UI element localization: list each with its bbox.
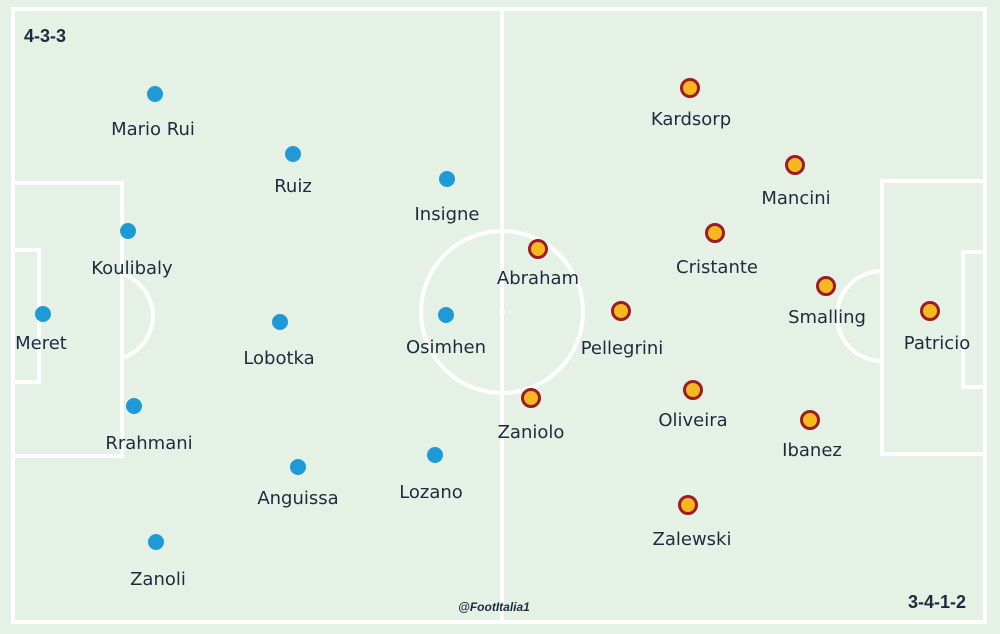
player-label-abraham: Abraham: [496, 268, 580, 289]
player-label-smalling: Smalling: [788, 307, 866, 328]
player-marker-koulibaly: [120, 223, 136, 239]
center-circle: [419, 229, 585, 395]
home-formation: 4-3-3: [24, 26, 67, 46]
player-label-cristante: Cristante: [676, 257, 758, 278]
player-label-anguissa: Anguissa: [257, 488, 339, 509]
left-penalty-arc: [121, 272, 155, 360]
player-label-lobotka: Lobotka: [243, 348, 315, 369]
player-marker-lobotka: [272, 314, 288, 330]
player-label-insigne: Insigne: [414, 204, 480, 225]
player-marker-mancini: [785, 155, 805, 175]
player-label-ibanez: Ibanez: [782, 440, 842, 461]
player-marker-mario-rui: [147, 86, 163, 102]
player-marker-oliveira: [683, 380, 703, 400]
player-label-zanoli: Zanoli: [130, 569, 186, 590]
player-label-mancini: Mancini: [761, 188, 831, 209]
player-marker-kardsorp: [680, 78, 700, 98]
player-marker-meret: [35, 306, 51, 322]
player-label-meret: Meret: [15, 333, 67, 354]
center-spot: [499, 309, 505, 315]
player-marker-ruiz: [285, 146, 301, 162]
player-label-osimhen: Osimhen: [406, 337, 486, 358]
player-label-ruiz: Ruiz: [274, 176, 312, 197]
right-goal-area: [961, 250, 987, 389]
player-marker-pellegrini: [611, 301, 631, 321]
player-marker-anguissa: [290, 459, 306, 475]
player-label-pellegrini: Pellegrini: [580, 338, 664, 359]
player-marker-lozano: [427, 447, 443, 463]
player-label-rrahmani: Rrahmani: [105, 433, 193, 454]
player-label-kardsorp: Kardsorp: [650, 109, 732, 130]
player-marker-insigne: [439, 171, 455, 187]
player-marker-zalewski: [678, 495, 698, 515]
player-marker-zaniolo: [521, 388, 541, 408]
player-marker-patricio: [920, 301, 940, 321]
away-formation: 3-4-1-2: [908, 592, 967, 612]
player-label-koulibaly: Koulibaly: [91, 258, 173, 279]
player-label-lozano: Lozano: [399, 482, 463, 503]
player-marker-osimhen: [438, 307, 454, 323]
player-label-oliveira: Oliveira: [658, 410, 728, 431]
credit-watermark: @FootItalia1: [458, 600, 530, 614]
right-penalty-arc: [835, 269, 883, 363]
player-label-patricio: Patricio: [903, 333, 971, 354]
player-label-zaniolo: Zaniolo: [497, 422, 565, 443]
player-marker-smalling: [816, 276, 836, 296]
player-marker-abraham: [528, 239, 548, 259]
player-marker-zanoli: [148, 534, 164, 550]
player-marker-rrahmani: [126, 398, 142, 414]
player-marker-cristante: [705, 223, 725, 243]
player-marker-ibanez: [800, 410, 820, 430]
player-label-zalewski: Zalewski: [652, 529, 732, 550]
player-label-mario-rui: Mario Rui: [111, 119, 195, 140]
